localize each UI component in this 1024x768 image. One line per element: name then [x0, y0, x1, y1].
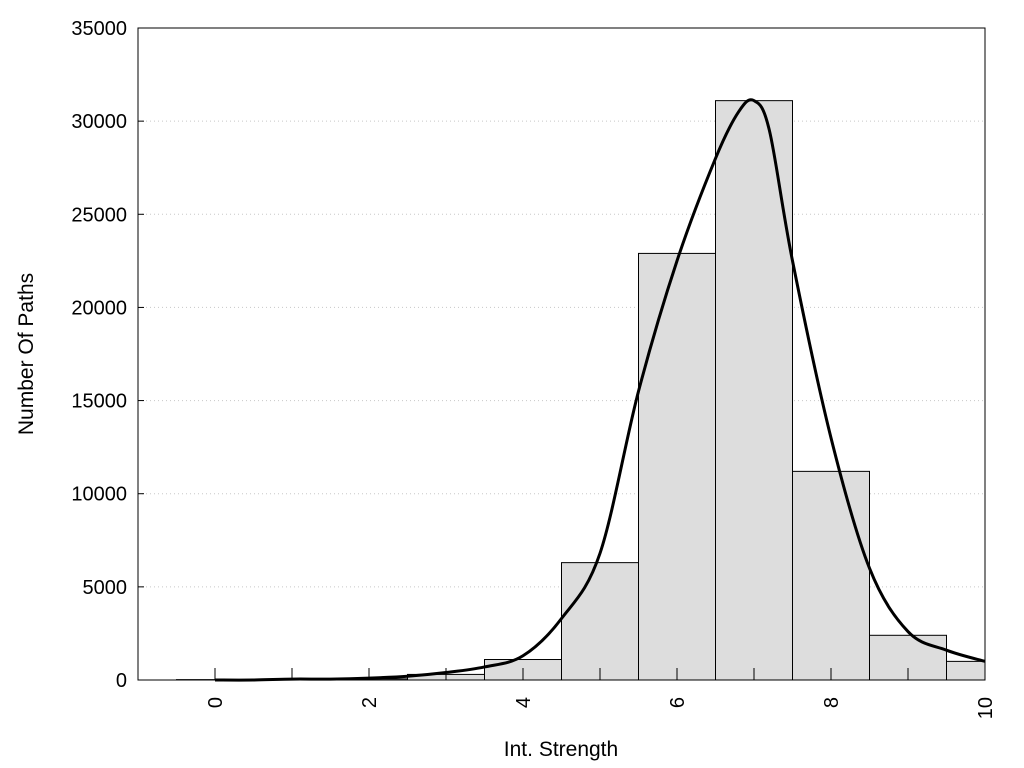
- y-tick-label: 5000: [83, 577, 128, 599]
- x-tick-label: 4: [513, 697, 535, 708]
- histogram-bar: [715, 100, 793, 681]
- y-tick-label: 20000: [71, 297, 127, 319]
- y-tick-label: 10000: [71, 484, 127, 506]
- x-axis-ticks: 0 2 4 6 8 10: [205, 668, 997, 719]
- histogram-bar: [792, 470, 870, 681]
- y-axis-title: Number Of Paths: [15, 273, 38, 435]
- x-tick-label: 8: [821, 697, 843, 708]
- y-tick-label: 15000: [71, 391, 127, 413]
- histogram-bar: [561, 562, 639, 681]
- y-axis-ticks: 0 5000 10000 15000 20000 25000 30000 35000: [71, 18, 144, 692]
- y-tick-label: 25000: [71, 204, 127, 226]
- y-tick-label: 0: [116, 670, 127, 692]
- density-curve: [214, 98, 986, 682]
- x-tick-label: 10: [975, 697, 997, 719]
- y-tick-label: 30000: [71, 111, 127, 133]
- x-axis-title: Int. Strength: [504, 738, 618, 761]
- x-tick-label: 0: [205, 697, 227, 708]
- x-tick-label: 2: [359, 697, 381, 708]
- x-tick-label: 6: [667, 697, 689, 708]
- density-curve-layer: [214, 98, 986, 682]
- histogram-bar: [946, 660, 986, 681]
- histogram-bar: [638, 252, 716, 681]
- y-tick-label: 35000: [71, 18, 127, 40]
- plot-frame: [137, 27, 986, 681]
